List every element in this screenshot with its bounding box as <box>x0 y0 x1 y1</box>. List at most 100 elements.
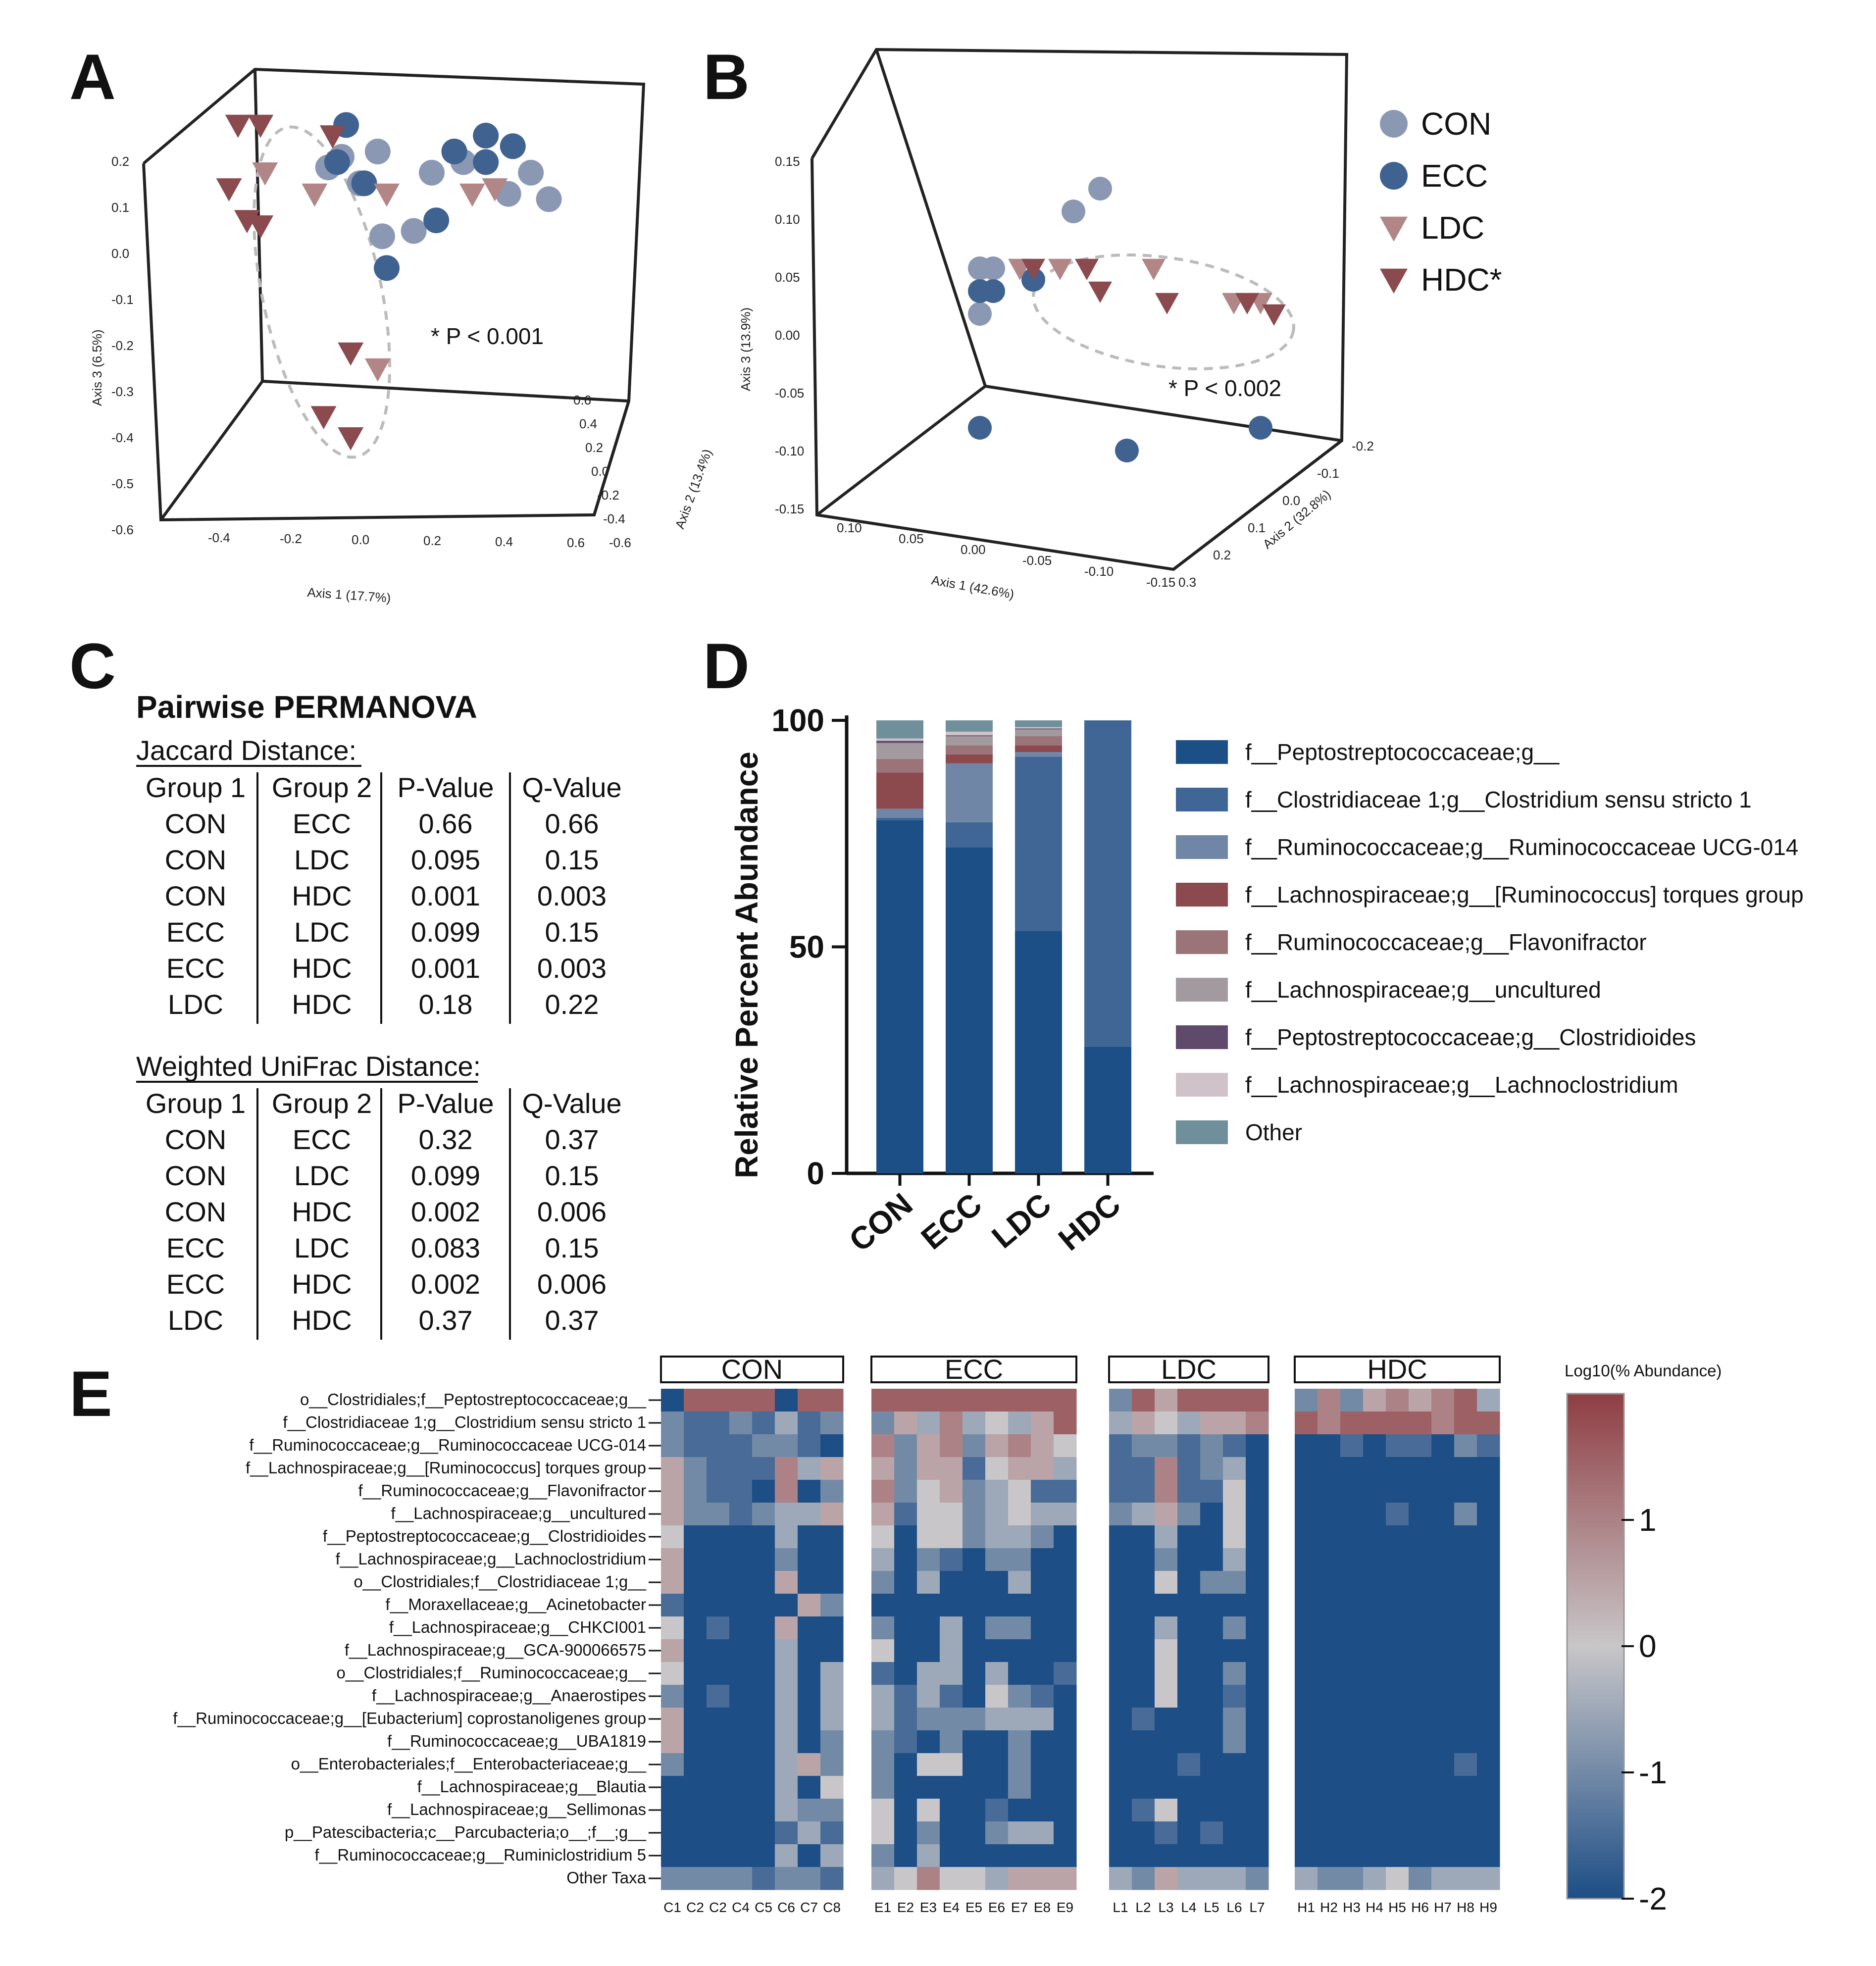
heatmap-cell <box>1295 1708 1318 1731</box>
panel-a-point-ecc <box>500 133 526 159</box>
heatmap-cell <box>985 1821 1009 1845</box>
heatmap-group-label: HDC <box>1367 1354 1427 1385</box>
heatmap-cell <box>894 1799 917 1822</box>
heatmap-cell <box>707 1776 730 1799</box>
heatmap-cell <box>963 1708 986 1731</box>
table-cell: 0.15 <box>545 1232 599 1263</box>
heatmap-cell <box>871 1799 895 1822</box>
panel-a-x-tick: 0.4 <box>495 534 513 549</box>
heatmap-cell <box>1318 1594 1341 1617</box>
heatmap-cell <box>1008 1594 1031 1617</box>
heatmap-cell <box>707 1548 730 1571</box>
heatmap-cell <box>1363 1434 1386 1458</box>
heatmap-cell <box>820 1685 844 1708</box>
heatmap-cell <box>1132 1525 1155 1549</box>
panel-d-legend-label: Other <box>1245 1119 1302 1145</box>
heatmap-cell <box>985 1799 1009 1822</box>
heatmap-cell <box>985 1662 1009 1685</box>
heatmap-cell <box>775 1662 798 1685</box>
heatmap-cell <box>1318 1662 1341 1685</box>
heatmap-cell <box>985 1753 1009 1776</box>
table-cell: 0.37 <box>545 1124 599 1155</box>
heatmap-cell <box>1155 1389 1178 1412</box>
heatmap-cell <box>1454 1844 1477 1867</box>
panel-a-x-tick: -0.2 <box>280 531 302 546</box>
heatmap-cell <box>985 1730 1009 1754</box>
panel-d-bar-segment <box>946 847 993 1173</box>
heatmap-cell <box>1054 1411 1077 1435</box>
heatmap-cell <box>985 1639 1009 1663</box>
heatmap-cell <box>661 1434 684 1458</box>
heatmap-cell <box>1054 1844 1077 1867</box>
panel-a-point-hdc <box>338 427 364 451</box>
heatmap-sample-label: E4 <box>943 1900 960 1915</box>
heatmap-cell <box>775 1799 798 1822</box>
heatmap-cell <box>940 1821 963 1845</box>
heatmap-row-label: f__Lachnospiraceae;g__CHKCI001 <box>389 1618 646 1636</box>
heatmap-cell <box>707 1411 730 1435</box>
heatmap-cell <box>1363 1844 1386 1867</box>
heatmap-cell <box>1008 1730 1031 1754</box>
panel-a-point-ecc <box>473 122 499 149</box>
heatmap-cell <box>1454 1616 1477 1640</box>
heatmap-cell <box>1109 1867 1132 1890</box>
heatmap-sample-label: E7 <box>1011 1900 1028 1915</box>
panel-b-point-hdc <box>1075 258 1099 280</box>
heatmap-sample-label: E1 <box>874 1900 891 1915</box>
heatmap-sample-label: C7 <box>800 1900 818 1915</box>
heatmap-row-label: Other Taxa <box>566 1868 646 1887</box>
heatmap-cell <box>1008 1525 1031 1549</box>
panel-b-z-tick: 0.05 <box>775 270 800 285</box>
heatmap-cell <box>1295 1503 1318 1526</box>
heatmap-cell <box>894 1844 917 1867</box>
heatmap-cell <box>894 1662 917 1685</box>
heatmap-cell <box>894 1571 917 1594</box>
heatmap-cell <box>1223 1867 1246 1890</box>
heatmap-cell <box>1200 1480 1223 1503</box>
heatmap-sample-label: L1 <box>1113 1900 1128 1915</box>
panel-d-legend-swatch <box>1176 978 1228 1002</box>
heatmap-cell <box>1200 1730 1223 1754</box>
panel-a-annotation: * P < 0.001 <box>431 323 544 349</box>
heatmap-cell <box>1031 1525 1054 1549</box>
panel-a-y-tick: -0.2 <box>597 488 619 503</box>
heatmap-cell <box>1031 1821 1054 1845</box>
heatmap-cell <box>1031 1411 1054 1435</box>
heatmap-cell <box>820 1821 844 1845</box>
table-column-header: P-Value <box>397 772 494 803</box>
heatmap-cell <box>1155 1571 1178 1594</box>
panel-d-bar-segment <box>876 808 923 818</box>
heatmap-cell <box>752 1389 775 1412</box>
heatmap-cell <box>1386 1389 1409 1412</box>
heatmap-cell <box>1318 1389 1341 1412</box>
heatmap-cell <box>798 1844 821 1867</box>
heatmap-cell <box>752 1434 775 1458</box>
heatmap-cell <box>1340 1867 1364 1890</box>
heatmap-row-label: f__Lachnospiraceae;g__Lachnoclostridium <box>336 1550 646 1568</box>
table-cell: 0.003 <box>537 880 607 911</box>
heatmap-cell <box>1477 1594 1500 1617</box>
heatmap-cell <box>661 1616 684 1640</box>
heatmap-cell <box>985 1571 1009 1594</box>
heatmap-cell <box>752 1411 775 1435</box>
heatmap-cell <box>1177 1799 1201 1822</box>
heatmap-cell <box>661 1662 684 1685</box>
heatmap-cell <box>1340 1411 1364 1435</box>
heatmap-cell <box>1363 1685 1386 1708</box>
heatmap-cell <box>1223 1548 1246 1571</box>
heatmap-cell <box>940 1639 963 1663</box>
heatmap-cell <box>917 1753 940 1776</box>
heatmap-cell <box>1318 1867 1341 1890</box>
panel-b-significance-ellipse <box>1032 253 1295 371</box>
heatmap-cell <box>963 1821 986 1845</box>
heatmap-cell <box>1477 1457 1500 1480</box>
table-cell: LDC <box>168 1305 223 1336</box>
heatmap-cell <box>1363 1548 1386 1571</box>
panel-label-c: C <box>69 630 116 702</box>
heatmap-cell <box>798 1548 821 1571</box>
heatmap-cell <box>1054 1730 1077 1754</box>
heatmap-cell <box>1223 1685 1246 1708</box>
panel-b-point-con <box>968 302 992 326</box>
heatmap-cell <box>1200 1616 1223 1640</box>
heatmap-cell <box>1054 1480 1077 1503</box>
